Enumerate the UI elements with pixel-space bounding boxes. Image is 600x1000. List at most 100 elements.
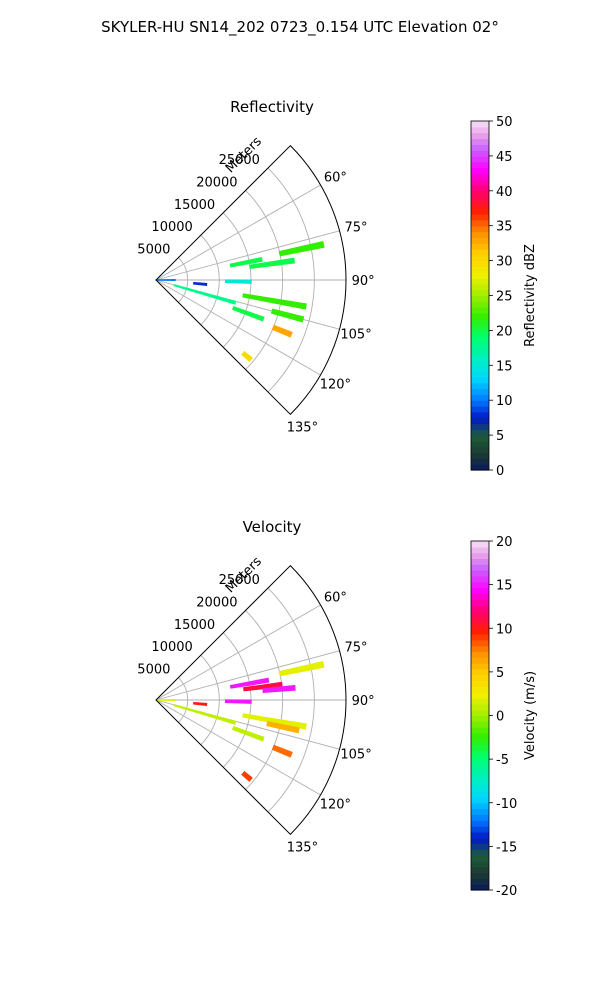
azimuth-tick-label: 105° [340, 328, 371, 343]
colorbar-band [471, 382, 489, 390]
colorbar-band [471, 295, 489, 302]
colorbar-band [471, 359, 489, 366]
colorbar-band [471, 767, 489, 775]
colorbar-band [471, 248, 489, 256]
colorbar-band [471, 452, 489, 459]
colorbar-band [471, 721, 489, 728]
colorbar-band [471, 628, 489, 635]
colorbar-band [471, 324, 489, 331]
colorbar-band [471, 283, 489, 291]
radar-panel-velocity: Velocity 60° 75° 90° 105° 120° 135° 5000 10000 15… [137, 518, 538, 899]
colorbar-band [471, 150, 489, 157]
panel-title: Velocity [243, 518, 302, 536]
radar-echo [242, 713, 307, 730]
colorbar-band [471, 860, 489, 868]
azimuth-spoke [155, 230, 340, 281]
azimuth-spoke [155, 650, 340, 701]
colorbar-band [471, 692, 489, 699]
radar-panel-reflectivity: Reflectivity60°75°90°105°120°135°5000100… [137, 98, 538, 479]
radar-echo [193, 281, 208, 286]
colorbar-band [471, 791, 489, 798]
colorbar-band [471, 581, 489, 589]
azimuth-tick-label: 135° [287, 840, 318, 855]
colorbar-band [471, 260, 489, 268]
colorbar-band [471, 663, 489, 670]
range-tick-label: 10000 [151, 220, 192, 235]
colorbar-band [471, 849, 489, 856]
colorbar-tick-label: 0 [496, 710, 504, 725]
colorbar-band [471, 173, 489, 180]
radar-echo [242, 293, 307, 310]
colorbar-band [471, 599, 489, 606]
colorbar-band [471, 826, 489, 833]
colorbar-band [471, 231, 489, 238]
colorbar-band [471, 564, 489, 571]
colorbar-band [471, 202, 489, 209]
radar-echo [155, 278, 176, 282]
colorbar-band [471, 219, 489, 227]
colorbar-band [471, 744, 489, 751]
colorbar-tick-label: 5 [496, 429, 504, 444]
colorbar-band [471, 208, 489, 215]
colorbar-band [471, 802, 489, 810]
colorbar-band [471, 126, 489, 134]
radar-echo [241, 770, 253, 782]
colorbar-band [471, 161, 489, 169]
colorbar-band [471, 634, 489, 641]
radar-echo [249, 257, 296, 270]
colorbar-label: Reflectivity dBZ [523, 244, 538, 347]
colorbar-band [471, 190, 489, 198]
colorbar-band [471, 570, 489, 577]
radar-echo [262, 684, 296, 694]
colorbar-band [471, 237, 489, 244]
colorbar-tick-label: 25 [496, 290, 513, 305]
colorbar-band [471, 435, 489, 442]
colorbar-band [471, 307, 489, 314]
colorbar-band [471, 587, 489, 594]
colorbar-band [471, 762, 489, 769]
colorbar-band [471, 820, 489, 827]
colorbar-band [471, 814, 489, 821]
colorbar-tick-label: 20 [496, 535, 513, 550]
colorbar-band [471, 353, 489, 361]
colorbar-band [471, 610, 489, 618]
colorbar-band [471, 750, 489, 757]
colorbar-band [471, 878, 489, 885]
colorbar-band [471, 686, 489, 693]
radar-echo [241, 350, 253, 362]
colorbar-band [471, 167, 489, 174]
colorbar-band [471, 709, 489, 717]
colorbar-tick-label: -5 [496, 753, 509, 768]
colorbar-band [471, 773, 489, 781]
range-tick-label: 15000 [174, 198, 215, 213]
radar-echo [173, 284, 237, 305]
radar-echo [266, 721, 300, 734]
colorbar-band [471, 622, 489, 629]
colorbar-band [471, 715, 489, 722]
colorbar-band [471, 342, 489, 349]
colorbar-band [471, 727, 489, 734]
colorbar-tick-label: 35 [496, 220, 513, 235]
sector-frame [155, 564, 347, 836]
colorbar-band [471, 371, 489, 378]
colorbar-band [471, 365, 489, 372]
colorbar-band [471, 756, 489, 763]
colorbar-band [471, 785, 489, 792]
azimuth-tick-label: 120° [320, 378, 351, 393]
azimuth-tick-label: 75° [345, 220, 368, 235]
range-tick-label: 5000 [137, 243, 170, 258]
colorbar-band [471, 312, 489, 320]
colorbar-band [471, 872, 489, 879]
colorbar-band [471, 808, 489, 815]
colorbar-tick-label: 40 [496, 185, 513, 200]
colorbar-band [471, 575, 489, 583]
colorbar-band [471, 703, 489, 711]
panel-title: Reflectivity [230, 98, 314, 116]
colorbar-tick-label: 0 [496, 464, 504, 479]
colorbar-band [471, 429, 489, 436]
colorbar-band [471, 593, 489, 600]
colorbar-band [471, 779, 489, 786]
colorbar-tick-label: 30 [496, 255, 513, 270]
colorbar-band [471, 668, 489, 676]
colorbar-band [471, 732, 489, 740]
